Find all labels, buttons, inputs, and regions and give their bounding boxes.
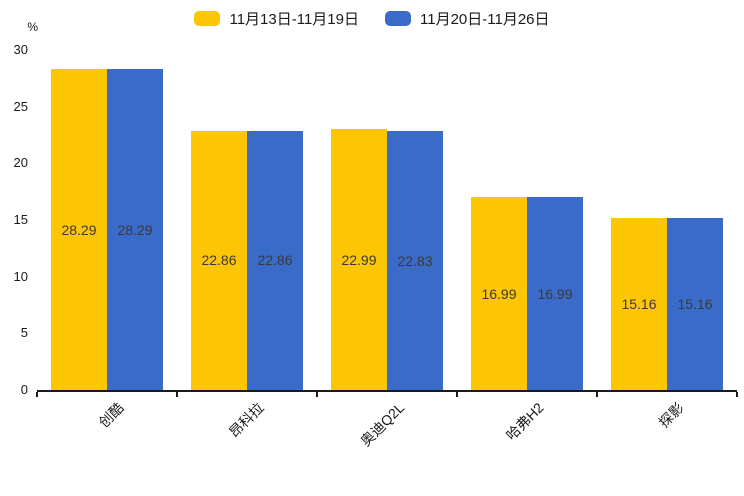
x-tick-mark [176,392,178,397]
bar-value-label: 28.29 [61,221,97,238]
x-tick-mark [316,392,318,397]
bar: 22.86 [247,130,303,390]
legend-label: 11月20日-11月26日 [420,11,550,28]
y-tick-label: 10 [13,268,28,284]
bar: 28.29 [107,69,163,390]
legend-item: 11月20日-11月26日 [385,8,550,29]
x-category-label: 探影 [655,399,687,431]
y-tick-label: 15 [13,212,28,227]
bar: 22.83 [387,131,443,390]
legend-label: 11月13日-11月19日 [229,11,359,28]
legend-swatch [385,11,411,26]
bar: 15.16 [667,218,723,390]
x-tick-mark [736,392,738,397]
bar-value-label: 22.99 [341,251,377,268]
legend-swatch [194,11,221,26]
plot-area: 28.29 28.29 22.86 22.86 22.99 22.83 16.99 16.99… [36,50,738,397]
x-tick-mark [596,392,598,397]
x-category-label: 创酷 [95,399,127,431]
x-tick-mark [36,392,38,397]
x-tick-mark [456,392,458,397]
bar: 16.99 [471,197,527,390]
y-tick-label: 5 [20,325,28,341]
bar: 22.99 [331,129,387,390]
bar-value-label: 28.29 [117,221,153,238]
x-category-label: 哈弗H2 [502,399,547,444]
y-tick-label: 30 [13,42,28,57]
y-tick-label: 25 [13,98,28,114]
legend: 11月13日-11月19日 11月20日-11月26日 [0,8,744,29]
y-tick-label: 0 [20,382,28,397]
bar-value-label: 22.86 [257,252,293,269]
bar-value-label: 16.99 [537,285,573,302]
x-category-label: 奥迪Q2L [356,399,407,450]
bar: 15.16 [611,218,667,390]
bar-value-label: 22.86 [201,252,237,269]
y-axis-unit-label: % [27,20,38,34]
bar: 22.86 [191,130,247,390]
bar-value-label: 16.99 [481,285,517,302]
bar-value-label: 15.16 [677,296,713,313]
bar: 16.99 [527,197,583,390]
bar-value-label: 22.83 [397,252,433,269]
bar: 28.29 [51,69,107,390]
bar-value-label: 15.16 [621,296,657,313]
y-tick-label: 20 [13,155,28,171]
x-category-label: 昂科拉 [225,399,267,441]
legend-item: 11月13日-11月19日 [194,8,359,29]
